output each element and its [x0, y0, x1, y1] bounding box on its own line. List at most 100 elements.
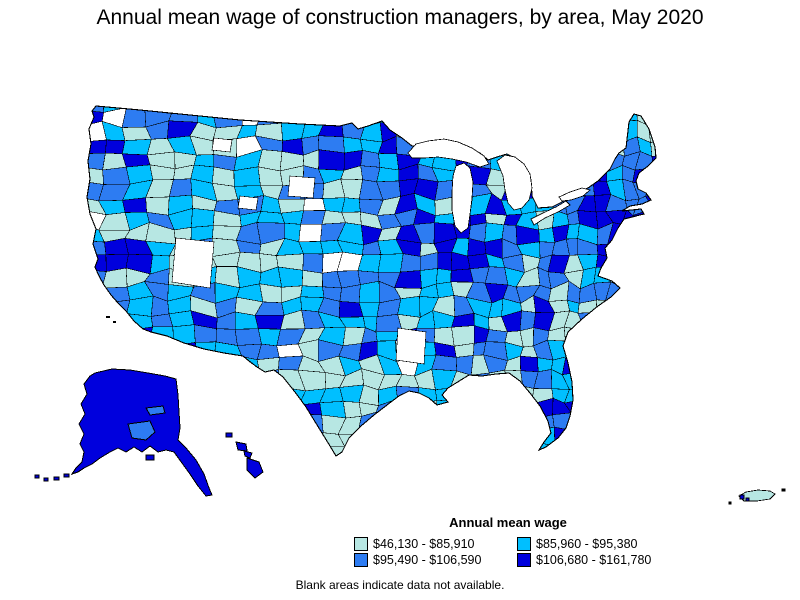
wage-area-cell	[661, 344, 671, 357]
wage-area-cell	[396, 398, 419, 417]
wage-area-cell	[632, 224, 650, 242]
wage-area-cell	[635, 254, 653, 273]
wage-area-cell	[234, 328, 262, 346]
wage-area-cell	[499, 428, 522, 445]
wage-area-cell	[431, 354, 458, 372]
wage-area-cell	[682, 128, 700, 138]
wage-area-cell	[448, 106, 476, 125]
wage-area-cell	[620, 280, 639, 301]
wage-area-cell	[435, 106, 455, 126]
wage-area-cell	[448, 123, 475, 142]
wage-area-cell	[562, 106, 585, 111]
wage-area-cell	[620, 442, 642, 456]
wage-area-cell	[639, 311, 654, 332]
wage-area-cell	[397, 295, 421, 318]
wage-area-cell	[431, 416, 456, 433]
wage-area-cell	[234, 385, 264, 404]
legend-grid: $46,130 - $85,910 $85,960 - $95,380 $95,…	[338, 537, 678, 567]
wage-area-cell	[671, 329, 682, 345]
wage-area-cell	[435, 268, 452, 285]
wage-area-cell	[322, 197, 346, 213]
wage-area-cell	[322, 106, 347, 124]
puerto-rico	[728, 488, 786, 505]
wage-area-cell	[431, 368, 458, 391]
wage-area-cell	[468, 106, 493, 114]
legend-swatch-3	[517, 553, 531, 567]
wage-area-cell	[648, 106, 656, 126]
wage-area-cell	[303, 198, 326, 211]
wage-area-cell	[664, 370, 678, 383]
wage-area-cell	[675, 311, 688, 329]
wage-area-cell	[657, 106, 675, 122]
wage-area-cell	[358, 280, 380, 304]
wage-area-cell	[450, 268, 474, 283]
wage-area-cell	[661, 356, 671, 377]
wage-area-cell	[149, 458, 173, 477]
wage-area-cell	[631, 442, 651, 456]
wage-area-cell	[277, 266, 304, 288]
wage-area-cell	[191, 384, 221, 405]
wage-area-cell	[415, 400, 438, 418]
wage-area-cell	[516, 106, 540, 112]
wage-area-cell	[595, 397, 612, 415]
wage-area-cell	[699, 172, 710, 185]
wage-area-cell	[302, 253, 324, 274]
wage-area-cell	[486, 442, 507, 456]
wage-area-cell	[357, 428, 385, 450]
legend: Annual mean wage $46,130 - $85,910 $85,9…	[338, 515, 678, 567]
wage-area-cell	[657, 414, 678, 431]
wage-area-cell	[644, 225, 656, 242]
wage-area-cell	[610, 139, 625, 157]
wage-area-cell	[684, 182, 701, 200]
wage-area-cell	[234, 401, 263, 418]
wage-area-cell	[300, 210, 326, 225]
wage-area-cell	[699, 268, 713, 289]
wage-area-cell	[277, 404, 300, 415]
wage-area-cell	[279, 426, 303, 449]
wage-area-cell	[375, 411, 404, 434]
wage-area-cell	[173, 342, 199, 363]
wage-area-cell	[432, 123, 453, 142]
wage-area-cell	[501, 121, 525, 140]
wage-area-cell	[658, 445, 677, 463]
wage-area-cell	[700, 458, 709, 474]
wage-area-cell	[126, 344, 152, 361]
wage-area-cell	[579, 457, 600, 478]
wage-area-cell	[634, 330, 654, 345]
wage-area-cell	[671, 181, 689, 198]
wage-area-cell	[578, 164, 596, 182]
wage-area-cell	[644, 254, 656, 272]
wage-area-cell	[472, 460, 491, 472]
wage-area-cell	[660, 310, 678, 329]
wage-area-cell	[659, 181, 678, 198]
wage-area-cell	[99, 326, 129, 347]
wage-area-cell	[646, 301, 656, 312]
wage-area-cell	[577, 389, 597, 400]
wage-area-cell	[591, 150, 612, 173]
wage-area-cell	[554, 445, 565, 456]
wage-area-cell	[301, 106, 325, 124]
wage-area-cell	[381, 428, 404, 445]
wage-area-cell	[670, 370, 686, 391]
wage-area-cell	[578, 121, 596, 139]
wage-area-cell	[672, 196, 687, 210]
wage-area-cell	[262, 401, 286, 414]
wage-area-cell	[485, 329, 508, 343]
wage-area-cell	[591, 137, 612, 157]
wage-area-cell	[170, 106, 199, 114]
wage-area-cell	[637, 355, 654, 374]
wage-area-cell	[597, 441, 615, 456]
wage-area-cell	[381, 443, 399, 456]
wage-area-cell	[484, 121, 508, 140]
wage-area-cell	[578, 441, 600, 456]
wage-area-cell	[435, 387, 455, 402]
wage-area-cell	[591, 121, 611, 141]
wage-area-cell	[486, 418, 508, 431]
wage-area-cell	[595, 299, 614, 318]
wage-area-cell	[663, 383, 677, 400]
wage-area-cell	[592, 327, 609, 344]
wage-area-cell	[649, 429, 656, 446]
wage-area-cell	[565, 340, 581, 358]
wage-area-cell	[283, 106, 303, 114]
wage-area-cell	[675, 97, 689, 106]
